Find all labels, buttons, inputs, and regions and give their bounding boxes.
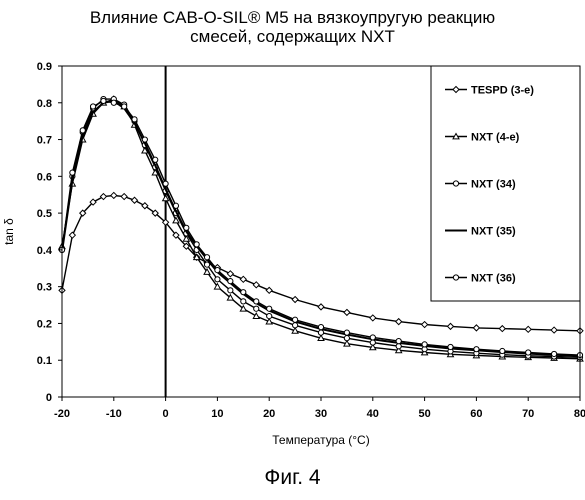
x-tick-label: 20 xyxy=(263,408,275,420)
data-point xyxy=(254,306,259,311)
data-point xyxy=(292,297,298,303)
data-point xyxy=(101,98,106,103)
y-tick-label: 0.9 xyxy=(37,61,52,73)
data-point xyxy=(318,330,323,335)
data-point xyxy=(228,279,233,284)
data-point xyxy=(80,128,85,133)
data-point xyxy=(500,348,505,353)
data-point xyxy=(293,323,298,328)
y-tick-label: 0.8 xyxy=(37,98,52,110)
data-point xyxy=(267,306,272,311)
data-point xyxy=(100,194,106,200)
data-point xyxy=(121,194,127,200)
legend: TESPD (3-е) NXT (4-е) NXT (34) NXT (35) NXT … xyxy=(431,66,580,301)
data-point xyxy=(90,104,95,109)
data-point xyxy=(551,327,557,333)
data-point xyxy=(142,137,147,142)
data-point xyxy=(370,315,376,321)
data-point xyxy=(228,288,233,293)
data-point xyxy=(204,255,209,260)
data-point xyxy=(422,322,428,328)
x-tick-label: 40 xyxy=(367,408,379,420)
data-point xyxy=(132,197,138,203)
data-point xyxy=(396,344,401,349)
data-point xyxy=(453,275,458,280)
y-axis-label: tan δ xyxy=(2,218,16,245)
x-tick-label: 50 xyxy=(418,408,430,420)
data-point xyxy=(173,203,178,208)
data-point xyxy=(526,350,531,355)
y-tick-label: 0.3 xyxy=(37,282,52,294)
x-tick-label: 0 xyxy=(163,408,169,420)
data-point xyxy=(240,276,246,282)
x-tick-label: 60 xyxy=(470,408,482,420)
data-point xyxy=(474,347,479,352)
data-point xyxy=(396,319,402,325)
data-point xyxy=(525,326,531,332)
data-point xyxy=(122,104,127,109)
data-point xyxy=(111,192,117,198)
x-tick-label: 30 xyxy=(315,408,327,420)
x-tick-label: 70 xyxy=(522,408,534,420)
data-point xyxy=(499,326,505,332)
data-point xyxy=(344,309,350,315)
x-tick-label: -10 xyxy=(106,408,122,420)
data-point xyxy=(422,342,427,347)
data-point xyxy=(215,268,220,273)
data-point xyxy=(473,325,479,331)
data-point xyxy=(318,304,324,310)
data-point xyxy=(267,313,272,318)
data-point xyxy=(370,340,375,345)
data-point xyxy=(448,323,454,329)
data-point xyxy=(344,336,349,341)
y-tick-label: 0.6 xyxy=(37,171,52,183)
data-point xyxy=(254,299,259,304)
data-point xyxy=(163,181,168,186)
data-point xyxy=(318,325,323,330)
data-point xyxy=(453,181,458,186)
y-tick-label: 0.4 xyxy=(37,245,53,257)
data-point xyxy=(227,271,233,277)
chart: 0 0.1 0.2 0.3 0.4 0.5 0.6 0.7 0.8 0.9 -20 -10 0 10 20 3… xyxy=(0,0,585,460)
data-point xyxy=(184,225,189,230)
data-point xyxy=(293,317,298,322)
data-point xyxy=(344,330,349,335)
x-tick-label: 10 xyxy=(211,408,223,420)
legend-entry-label: NXT (4-е) xyxy=(471,132,520,144)
data-point xyxy=(194,242,199,247)
y-tick-label: 0.5 xyxy=(37,208,52,220)
data-point xyxy=(241,299,246,304)
legend-entry-label: NXT (35) xyxy=(471,226,516,238)
y-tick-label: 0.2 xyxy=(37,318,52,330)
data-point xyxy=(69,232,75,238)
y-tick-label: 0 xyxy=(46,392,52,404)
data-point xyxy=(266,287,272,293)
x-tick-label: 80 xyxy=(574,408,585,420)
y-tick-label: 0.1 xyxy=(37,355,52,367)
data-point xyxy=(70,170,75,175)
data-point xyxy=(215,277,220,282)
data-point xyxy=(153,157,158,162)
legend-entry-label: NXT (36) xyxy=(471,273,516,285)
data-point xyxy=(448,344,453,349)
y-tick-label: 0.7 xyxy=(37,135,52,147)
legend-entry-label: NXT (34) xyxy=(471,179,516,191)
data-point xyxy=(241,290,246,295)
x-tick-label: -20 xyxy=(54,408,70,420)
data-point xyxy=(396,338,401,343)
data-point xyxy=(253,313,259,318)
data-point xyxy=(370,335,375,340)
data-point xyxy=(253,282,259,288)
x-axis-label: Температура (°C) xyxy=(272,433,369,447)
data-point xyxy=(552,351,557,356)
legend-entry-label: TESPD (3-е) xyxy=(471,85,534,97)
data-point xyxy=(132,117,137,122)
figure-caption: Фиг. 4 xyxy=(0,466,585,490)
data-point xyxy=(111,100,116,105)
